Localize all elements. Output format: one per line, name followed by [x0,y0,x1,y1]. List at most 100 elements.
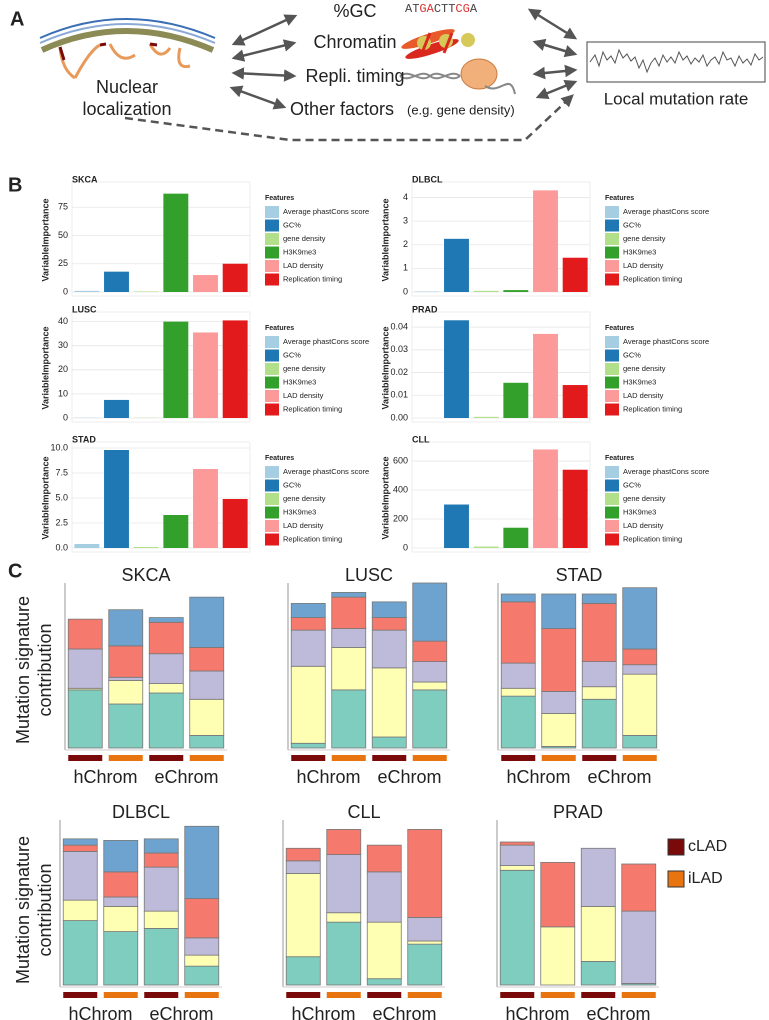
bar-segment [407,940,443,945]
bar-segment [581,603,617,662]
y-tick-label: 0 [63,286,68,296]
chart-title: SKCA [72,174,98,184]
y-tick-label: 0.03 [390,344,408,354]
chart-title: STAD [556,565,603,585]
legend-label: Average phastCons score [623,207,709,216]
legend-label: gene density [623,234,666,243]
legend-swatch [265,363,279,375]
legend-label: Replication timing [283,274,342,283]
bar-segment [622,735,658,749]
panel-a-art [39,8,766,142]
chart-title: STAD [72,434,96,444]
bar-segment [622,664,658,675]
legend-swatch [605,349,619,362]
bar-segment [581,661,617,688]
y-tick-label: 10.0 [50,442,68,452]
chart-title: CLL [412,434,430,444]
bar [222,499,248,548]
bar-segment [108,703,144,749]
bar-segment [581,593,617,604]
lad-strip [189,755,224,761]
sequence-part: CG [455,2,469,16]
plot-background [71,181,251,297]
legend-swatch [605,363,619,375]
bar-segment [290,629,326,667]
bar-segment [540,862,576,928]
legend-label: GC% [283,350,301,359]
legend-label: cLAD [688,838,727,855]
y-tick-label: 5.0 [55,492,68,502]
bar-segment [500,593,536,603]
group-label: hChrom [506,767,570,787]
group-label: hChrom [73,767,137,787]
lad-strip [286,992,321,998]
plot-background [411,311,591,423]
bar [163,193,189,292]
legend-swatch [265,246,279,259]
legend-label: LAD density [283,261,324,270]
y-axis-label: Mutation signature [13,836,33,984]
bar-segment [500,687,536,697]
bar-segment [412,640,448,662]
legend-swatch [605,493,619,505]
y-axis-label: VariableImportance [380,326,390,409]
bar-segment [500,662,536,689]
y-axis-label: contribution [35,623,55,716]
y-tick-label: 50 [58,230,68,240]
legend-title: Features [265,455,294,462]
bar-segment [371,617,407,631]
legend-swatch [605,520,619,532]
bar-segment [143,910,179,929]
legend-swatch [265,336,279,348]
legend-swatch [265,390,279,402]
legend-swatch [605,403,619,416]
bar [562,385,588,418]
bar [444,238,469,292]
legend-label: Average phastCons score [283,207,369,216]
legend-swatch [605,506,619,519]
legend-swatch [605,260,619,272]
bar-segment [541,593,577,629]
bar-segment [189,670,225,700]
legend-swatch [605,479,619,492]
y-tick-label: 0 [63,412,68,422]
legend-label: gene density [623,364,666,373]
legend-swatch [265,533,279,546]
bar-segment [580,961,616,986]
bar-segment [62,920,98,986]
plot-background [411,181,591,297]
y-tick-label: 0.02 [390,367,408,377]
bar-segment [412,582,448,642]
bar-segment [285,860,321,874]
legend-label: GC% [623,350,641,359]
bar-segment [143,928,179,986]
bar-segment [103,931,139,986]
legend-title: Features [605,195,634,202]
bar [444,320,469,418]
y-tick-label: 10 [58,388,68,398]
bar-segment [184,825,220,899]
bar-segment [290,617,326,631]
bar-segment [62,844,98,852]
bar-segment [290,603,326,618]
group-label: eChrom [377,767,441,787]
legend-swatch [265,479,279,492]
y-tick-label: 0.00 [390,412,408,422]
bar [74,544,100,548]
legend-swatch [265,206,279,218]
lad-strip [500,992,535,998]
lad-strip [372,755,407,761]
legend-label: Average phastCons score [623,337,709,346]
y-tick-label: 25 [58,258,68,268]
y-tick-label: 0.01 [390,390,408,400]
y-axis-label: VariableImportance [40,198,50,281]
legend-label: Replication timing [283,404,342,413]
bar-segment [581,686,617,700]
bar-segment [103,896,139,907]
bar-segment [285,873,321,958]
legend-title: Features [605,455,634,462]
bar-segment [184,937,220,956]
legend-label: LAD density [623,391,664,400]
lad-strip [407,992,442,998]
y-tick-label: 75 [58,202,68,212]
